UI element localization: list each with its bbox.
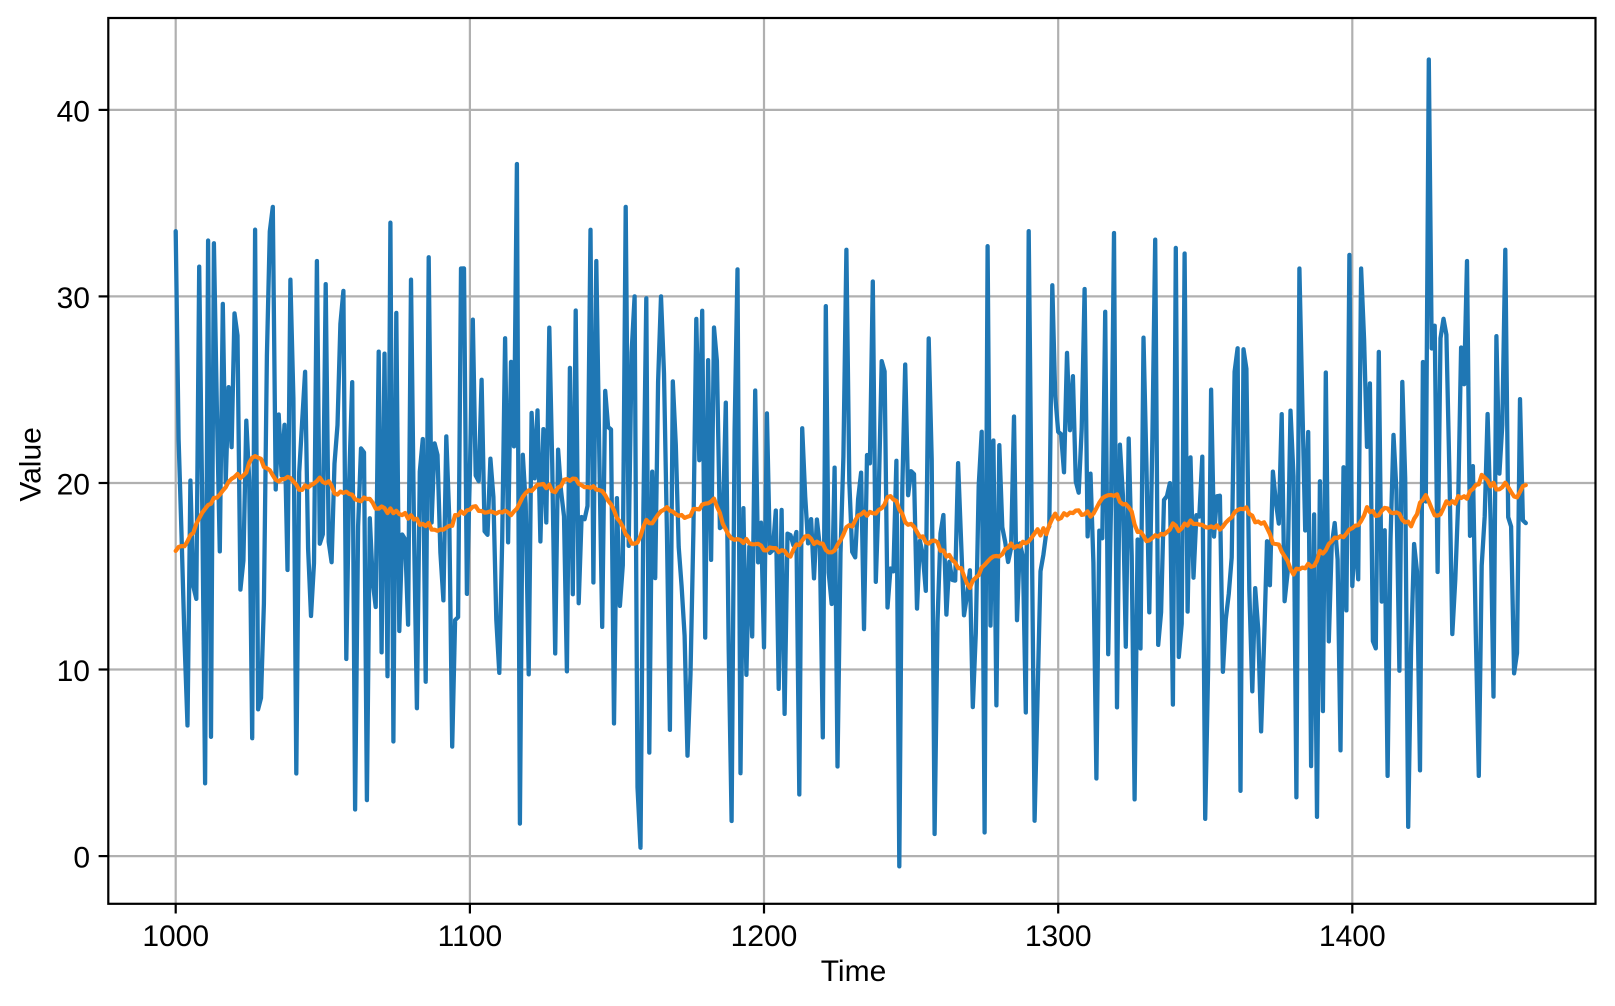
svg-text:1100: 1100 [438,920,503,953]
svg-text:20: 20 [57,469,90,502]
svg-text:1200: 1200 [731,920,798,953]
svg-text:1300: 1300 [1025,920,1092,953]
svg-text:Value: Value [15,427,48,502]
svg-text:10: 10 [57,655,90,688]
svg-text:1400: 1400 [1319,920,1386,953]
svg-text:Time: Time [821,955,887,988]
svg-text:40: 40 [57,96,90,129]
svg-text:0: 0 [73,842,90,875]
svg-text:1000: 1000 [142,920,209,953]
svg-text:30: 30 [57,282,90,315]
